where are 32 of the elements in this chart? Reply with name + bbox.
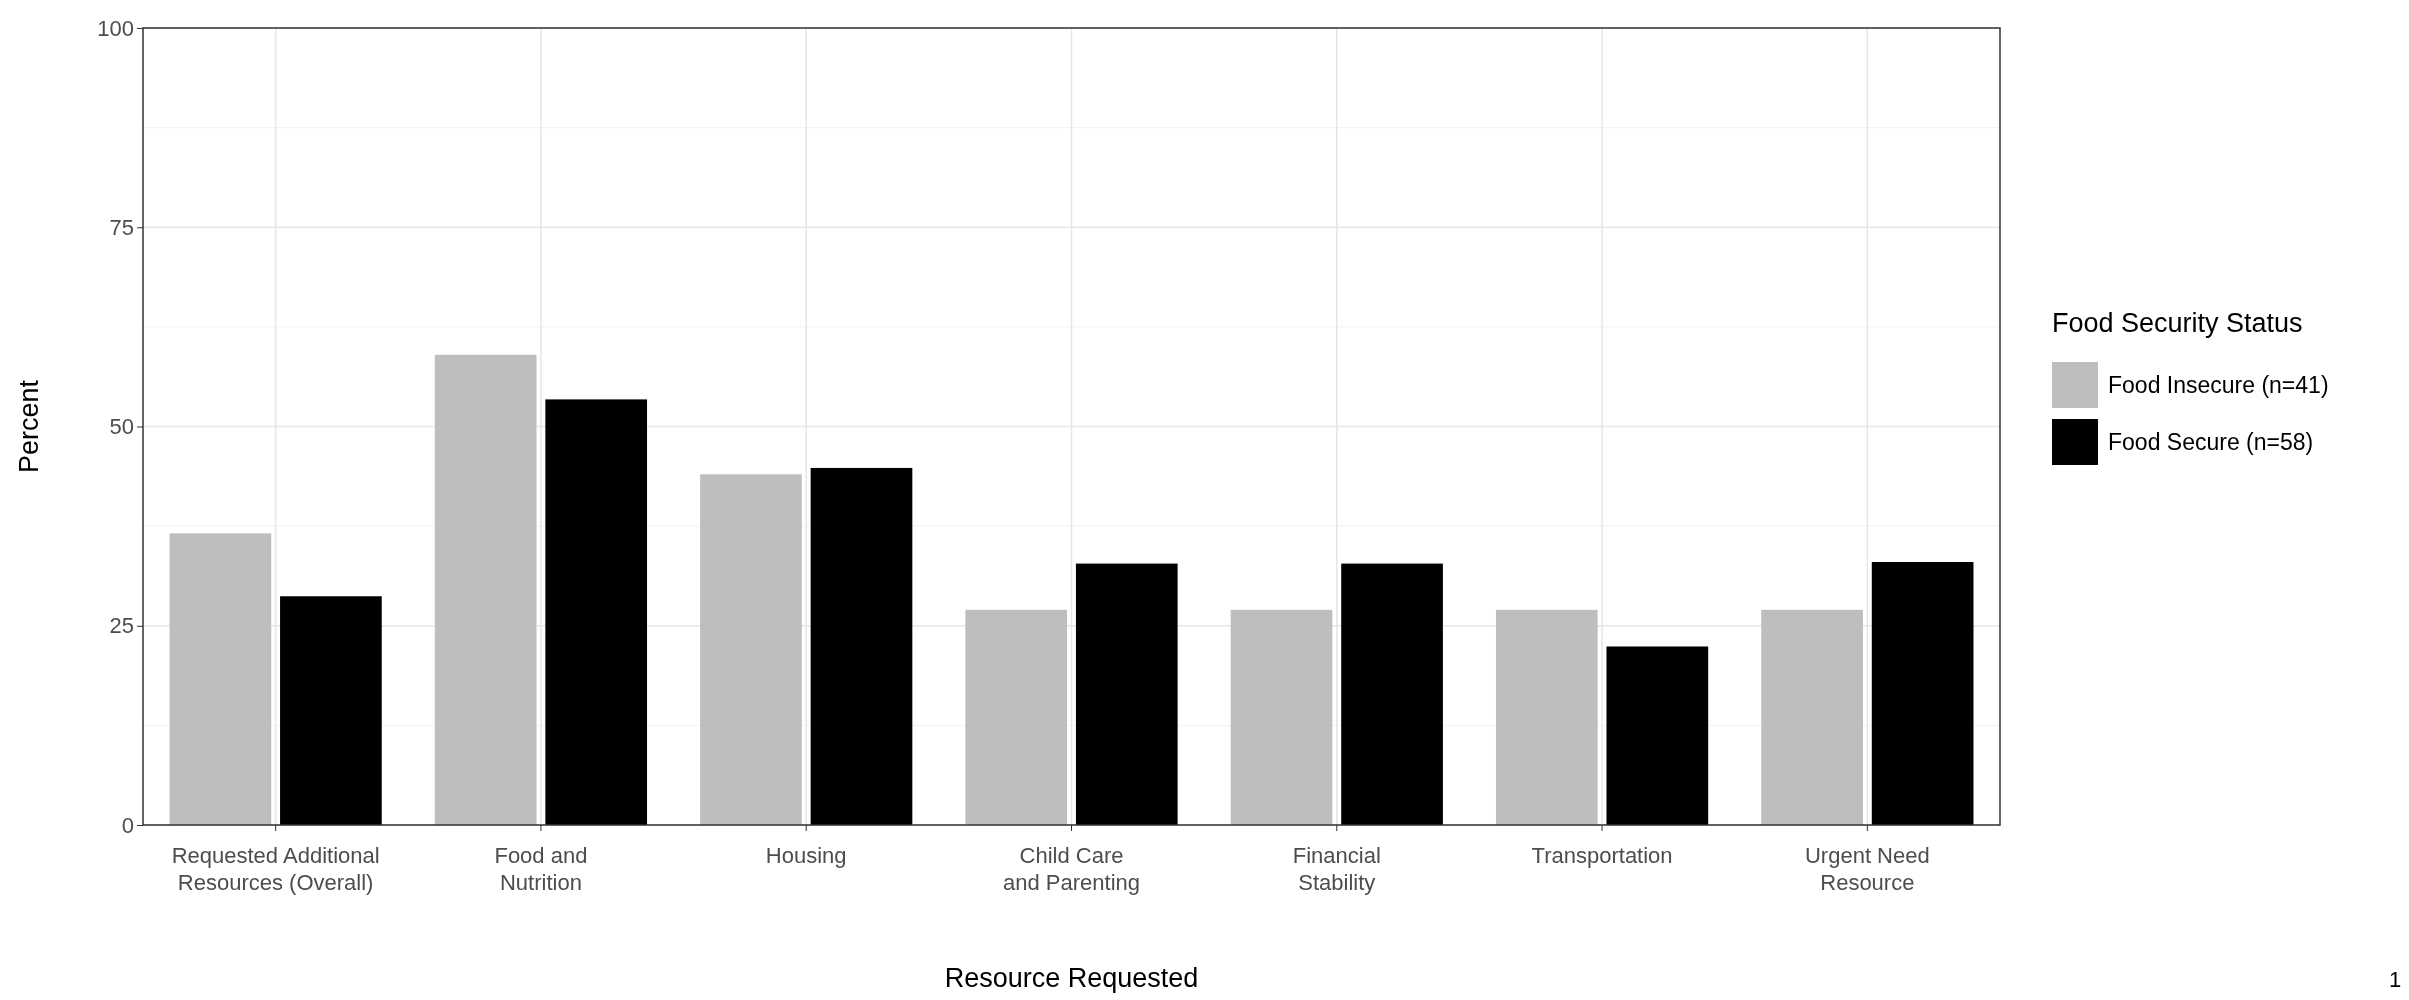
x-tick-label: Transportation <box>1531 843 1673 868</box>
y-tick-label: 75 <box>109 214 134 240</box>
bar <box>434 354 537 825</box>
bar <box>1761 609 1863 825</box>
bar <box>1341 563 1443 825</box>
bar <box>965 609 1068 825</box>
x-axis-title: Resource Requested <box>944 963 1199 993</box>
text: 1 <box>2388 967 2402 992</box>
bar <box>1075 563 1178 825</box>
x-tick-label: Food and Nutrition <box>494 843 588 895</box>
x-tick-label: Urgent Need Resource <box>1804 843 1930 895</box>
y-tick-label: 50 <box>109 414 134 440</box>
bar <box>1606 646 1709 825</box>
y-tick-label: 0 <box>121 812 134 838</box>
x-tick-label: Housing <box>765 843 847 868</box>
y-tick-label: 25 <box>109 613 134 639</box>
bar <box>1230 609 1333 825</box>
bar <box>545 399 648 825</box>
legend-label: Food Secure (n=58) <box>2108 429 2314 455</box>
x-tick-label: Financial Stability <box>1292 843 1381 895</box>
bar <box>810 467 913 825</box>
bar <box>169 533 272 825</box>
legend-label: Food Insecure (n=41) <box>2108 372 2329 398</box>
bar <box>1495 609 1598 825</box>
x-tick-label: Child Care and Parenting <box>1003 843 1140 895</box>
bar <box>700 474 802 825</box>
legend-title: Food Security Status <box>2052 308 2303 338</box>
bar <box>1871 561 1974 825</box>
y-axis-title: Percent <box>14 379 44 474</box>
x-tick-label: Requested Additional Resources (Overall) <box>171 843 380 895</box>
y-tick-label: 100 <box>97 15 134 41</box>
bar <box>280 596 382 825</box>
